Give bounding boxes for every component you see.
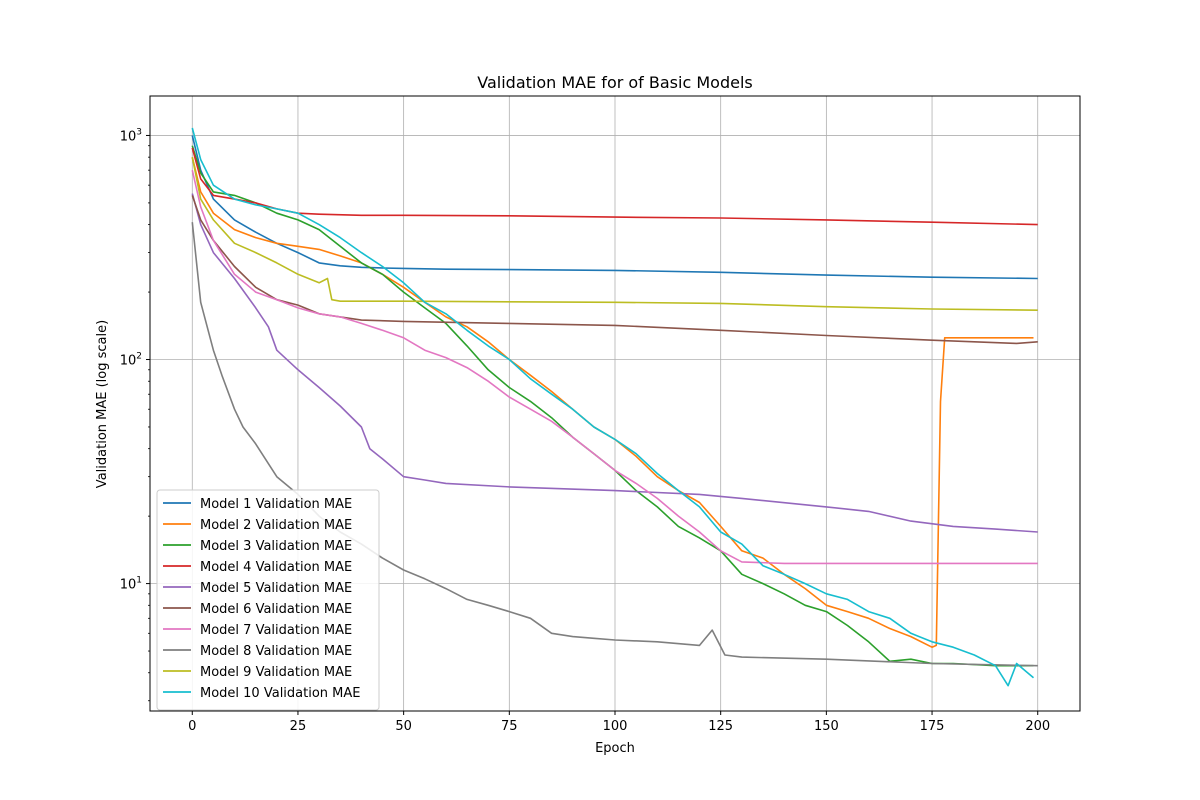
x-tick-label: 25 bbox=[290, 719, 307, 734]
chart-title: Validation MAE for of Basic Models bbox=[477, 73, 752, 92]
series-line-model-6 bbox=[191, 195, 1038, 345]
legend-label: Model 6 Validation MAE bbox=[200, 602, 352, 617]
legend-label: Model 1 Validation MAE bbox=[200, 497, 352, 512]
series-line-model-8 bbox=[191, 222, 1038, 667]
grid bbox=[150, 96, 1080, 711]
series-line-model-5 bbox=[191, 193, 1038, 533]
x-axis-label: Epoch bbox=[595, 741, 635, 756]
series-line-model-9 bbox=[191, 157, 1038, 311]
series-line-model-10 bbox=[191, 127, 1035, 687]
x-tick-label: 150 bbox=[814, 719, 839, 734]
series-lines bbox=[191, 127, 1038, 687]
x-tick-label: 50 bbox=[395, 719, 412, 734]
y-axis-label: Validation MAE (log scale) bbox=[95, 320, 110, 488]
legend-label: Model 9 Validation MAE bbox=[200, 665, 352, 680]
x-tick-label: 175 bbox=[920, 719, 945, 734]
series-line-model-7 bbox=[191, 170, 1038, 565]
x-tick-label: 200 bbox=[1025, 719, 1050, 734]
legend-label: Model 2 Validation MAE bbox=[200, 518, 352, 533]
legend-label: Model 8 Validation MAE bbox=[200, 644, 352, 659]
x-tick-label: 125 bbox=[708, 719, 733, 734]
legend: Model 1 Validation MAE Model 2 Validation… bbox=[156, 489, 380, 711]
legend-label: Model 4 Validation MAE bbox=[200, 560, 352, 575]
legend-label: Model 10 Validation MAE bbox=[200, 686, 361, 701]
x-tick-label: 75 bbox=[501, 719, 518, 734]
series-line-model-4 bbox=[191, 147, 1038, 226]
legend-label: Model 5 Validation MAE bbox=[200, 581, 352, 596]
legend-label: Model 7 Validation MAE bbox=[200, 623, 352, 638]
x-tick-label: 0 bbox=[188, 719, 196, 734]
x-tick-label: 100 bbox=[603, 719, 628, 734]
legend-label: Model 3 Validation MAE bbox=[200, 539, 352, 554]
legend-box bbox=[156, 489, 380, 711]
series-line-model-1 bbox=[191, 135, 1038, 280]
